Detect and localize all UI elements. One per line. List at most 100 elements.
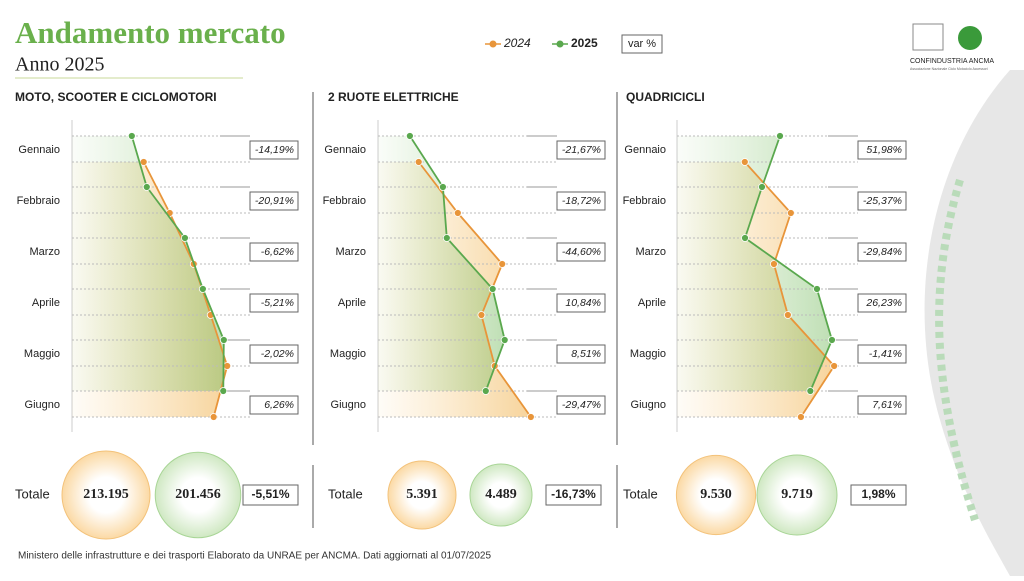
point: [526, 413, 535, 421]
change-label: 6,26%: [264, 399, 294, 411]
month-label: Marzo: [635, 246, 666, 258]
point: [828, 336, 836, 344]
total-bubble: [469, 463, 533, 527]
total-bubble: [675, 454, 757, 536]
point: [786, 209, 795, 217]
totals-label: Totale: [15, 486, 50, 501]
change-label: -21,67%: [562, 144, 601, 156]
total-bubble: [154, 451, 242, 539]
month-label: Giugno: [331, 399, 366, 411]
month-label: Giugno: [631, 399, 666, 411]
change-label: -14,19%: [255, 144, 294, 156]
change-box: [857, 293, 907, 313]
change-box: [857, 140, 907, 160]
legend-box: [621, 34, 663, 54]
legend-change: var %: [628, 38, 656, 50]
change-box: [249, 191, 299, 211]
point: [498, 260, 507, 268]
point: [219, 336, 228, 344]
change-label: -18,72%: [562, 195, 601, 207]
panel-title: MOTO, SCOOTER E CICLOMOTORI: [15, 90, 217, 104]
totals-label: Totale: [328, 486, 363, 501]
total-change: -5,51%: [251, 487, 289, 501]
month-label: Febbraio: [17, 195, 60, 207]
point: [198, 285, 207, 293]
change-label: -6,62%: [261, 246, 294, 258]
point: [127, 132, 136, 140]
month-label: Gennaio: [18, 144, 60, 156]
change-box: [249, 140, 299, 160]
change-label: 51,98%: [866, 144, 902, 156]
total-change-box: [242, 484, 299, 506]
legend-marker: [489, 40, 497, 48]
change-box: [249, 395, 299, 415]
total-value: 4.489: [485, 487, 517, 502]
point: [414, 158, 423, 166]
point: [500, 336, 509, 344]
month-label: Febbraio: [623, 195, 666, 207]
change-box: [249, 242, 299, 262]
total-value: 9.530: [700, 487, 732, 502]
total-change-box: [850, 484, 907, 506]
total-value: 201.456: [175, 487, 221, 502]
series-line: [130, 135, 225, 392]
month-label: Maggio: [630, 348, 666, 360]
change-label: -29,84%: [863, 246, 902, 258]
point: [770, 260, 778, 268]
month-label: Aprile: [338, 297, 366, 309]
logo-tagline: Associazione Nazionale Ciclo Motociclo A…: [910, 67, 988, 71]
total-value: 213.195: [83, 487, 129, 502]
decoration: [924, 70, 1024, 576]
point: [488, 285, 497, 293]
footer: Ministero delle infrastrutture e dei tra…: [18, 551, 491, 562]
point: [813, 285, 821, 293]
point: [806, 387, 815, 395]
total-bubble: [756, 454, 838, 536]
point: [223, 362, 232, 370]
legend-marker: [556, 40, 564, 48]
point: [181, 234, 189, 242]
month-label: Aprile: [32, 297, 60, 309]
point: [740, 158, 749, 166]
total-bubble: [61, 450, 151, 540]
legend-label: 2025: [571, 36, 598, 50]
totals-label: Totale: [623, 486, 658, 501]
area: [378, 136, 505, 391]
point: [209, 413, 218, 421]
point: [783, 311, 792, 319]
point: [477, 311, 486, 319]
month-label: Marzo: [29, 246, 60, 258]
point: [219, 387, 228, 395]
point: [142, 183, 151, 191]
change-box: [249, 344, 299, 364]
change-box: [556, 344, 606, 364]
change-label: -44,60%: [562, 246, 601, 258]
change-label: 7,61%: [872, 399, 902, 411]
month-label: Marzo: [335, 246, 366, 258]
point: [481, 387, 490, 395]
change-box: [556, 191, 606, 211]
total-change-box: [545, 484, 602, 506]
series-line: [743, 135, 833, 392]
change-label: -29,47%: [562, 399, 601, 411]
change-box: [556, 140, 606, 160]
area: [72, 136, 224, 391]
change-box: [857, 191, 907, 211]
point: [442, 234, 451, 242]
change-label: -1,41%: [869, 348, 902, 360]
total-change: -16,73%: [551, 487, 596, 501]
point: [741, 234, 749, 242]
total-bubble: [387, 460, 457, 530]
change-box: [249, 293, 299, 313]
subtitle: Anno 2025: [15, 54, 104, 76]
total-value: 9.719: [781, 487, 813, 502]
legend-label: 2024: [503, 36, 531, 50]
total-value: 5.391: [406, 487, 438, 502]
panel-title: QUADRICICLI: [626, 90, 705, 104]
month-label: Gennaio: [324, 144, 366, 156]
point: [758, 183, 766, 191]
change-box: [556, 395, 606, 415]
month-label: Maggio: [24, 348, 60, 360]
logo: CONFINDUSTRIA ANCMA Associazione Naziona…: [910, 23, 994, 71]
